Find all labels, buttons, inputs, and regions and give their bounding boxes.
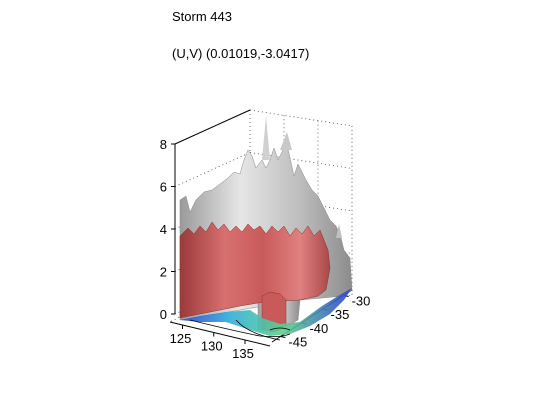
x-axis-line xyxy=(169,321,271,347)
y-tick-label: -35 xyxy=(331,307,350,322)
z-tick-label: 6 xyxy=(160,180,167,195)
base-contour-lines xyxy=(189,319,291,341)
top-left-edge xyxy=(174,109,251,145)
z-grid-line-back xyxy=(249,109,353,127)
base-contour-fill xyxy=(180,288,352,336)
z-tick-label: 0 xyxy=(160,307,167,322)
y-tick-label: -30 xyxy=(352,293,371,308)
z-tick-label: 2 xyxy=(160,265,167,280)
y-tick-label: -45 xyxy=(288,335,307,350)
z-grid-line xyxy=(174,152,251,187)
x-tick-label: 130 xyxy=(201,339,223,354)
z-tick-label: 4 xyxy=(160,222,167,237)
x-tick-label: 125 xyxy=(170,331,192,346)
y-tick-mark xyxy=(280,336,286,339)
x-tick-label: 135 xyxy=(232,346,254,361)
y-tick-label: -40 xyxy=(309,321,328,336)
z-tick-label: 8 xyxy=(160,137,167,152)
chart-title: Storm 443 xyxy=(172,9,232,24)
tick-labels: 0 2 4 6 8 125 130 135 -45-40-35-30 xyxy=(160,137,371,361)
chart-subtitle: (U,V) (0.01019,-3.0417) xyxy=(172,46,310,61)
